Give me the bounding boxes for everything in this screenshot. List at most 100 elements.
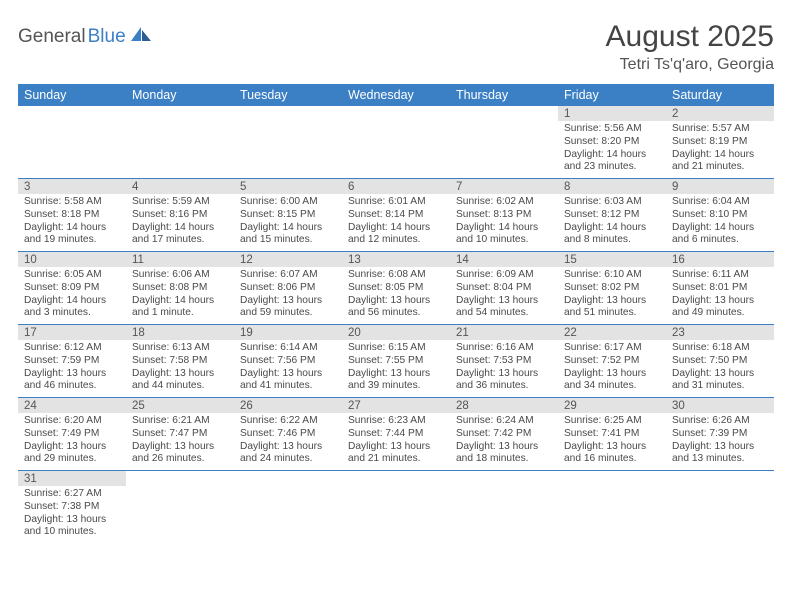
sunrise-line: Sunrise: 6:24 AM bbox=[456, 415, 552, 428]
daylight-line: Daylight: 13 hours and 41 minutes. bbox=[240, 368, 336, 394]
daylight-line: Daylight: 14 hours and 17 minutes. bbox=[132, 222, 228, 248]
daylight-line: Daylight: 13 hours and 31 minutes. bbox=[672, 368, 768, 394]
day-content-cell bbox=[666, 486, 774, 543]
week-daynum-row: 31 bbox=[18, 471, 774, 487]
daylight-line: Daylight: 13 hours and 10 minutes. bbox=[24, 514, 120, 540]
day-content-cell: Sunrise: 6:16 AMSunset: 7:53 PMDaylight:… bbox=[450, 340, 558, 398]
sunrise-line: Sunrise: 6:27 AM bbox=[24, 488, 120, 501]
day-number-cell: 25 bbox=[126, 398, 234, 414]
sunset-line: Sunset: 7:44 PM bbox=[348, 428, 444, 441]
day-content-cell: Sunrise: 6:27 AMSunset: 7:38 PMDaylight:… bbox=[18, 486, 126, 543]
sunset-line: Sunset: 7:53 PM bbox=[456, 355, 552, 368]
day-number-cell: 3 bbox=[18, 179, 126, 195]
sunset-line: Sunset: 7:56 PM bbox=[240, 355, 336, 368]
day-content-cell: Sunrise: 5:59 AMSunset: 8:16 PMDaylight:… bbox=[126, 194, 234, 252]
sunrise-line: Sunrise: 6:03 AM bbox=[564, 196, 660, 209]
day-content-cell: Sunrise: 6:18 AMSunset: 7:50 PMDaylight:… bbox=[666, 340, 774, 398]
daylight-line: Daylight: 13 hours and 29 minutes. bbox=[24, 441, 120, 467]
daylight-line: Daylight: 13 hours and 26 minutes. bbox=[132, 441, 228, 467]
day-number-cell bbox=[234, 471, 342, 487]
sunrise-line: Sunrise: 6:10 AM bbox=[564, 269, 660, 282]
day-content-cell: Sunrise: 5:57 AMSunset: 8:19 PMDaylight:… bbox=[666, 121, 774, 179]
day-content-cell: Sunrise: 6:10 AMSunset: 8:02 PMDaylight:… bbox=[558, 267, 666, 325]
day-number-cell: 26 bbox=[234, 398, 342, 414]
day-number-cell: 5 bbox=[234, 179, 342, 195]
day-number-cell: 13 bbox=[342, 252, 450, 268]
day-number-cell: 29 bbox=[558, 398, 666, 414]
sunset-line: Sunset: 7:50 PM bbox=[672, 355, 768, 368]
day-content-cell: Sunrise: 6:22 AMSunset: 7:46 PMDaylight:… bbox=[234, 413, 342, 471]
day-number-cell: 24 bbox=[18, 398, 126, 414]
day-content-cell bbox=[18, 121, 126, 179]
sunrise-line: Sunrise: 6:25 AM bbox=[564, 415, 660, 428]
day-number-cell: 1 bbox=[558, 106, 666, 121]
sunset-line: Sunset: 8:09 PM bbox=[24, 282, 120, 295]
sunset-line: Sunset: 7:41 PM bbox=[564, 428, 660, 441]
day-content-cell: Sunrise: 6:01 AMSunset: 8:14 PMDaylight:… bbox=[342, 194, 450, 252]
day-number-cell: 30 bbox=[666, 398, 774, 414]
day-number-cell: 18 bbox=[126, 325, 234, 341]
sunrise-line: Sunrise: 5:59 AM bbox=[132, 196, 228, 209]
sunrise-line: Sunrise: 6:12 AM bbox=[24, 342, 120, 355]
day-number-cell: 27 bbox=[342, 398, 450, 414]
day-number-cell: 14 bbox=[450, 252, 558, 268]
day-number-cell: 8 bbox=[558, 179, 666, 195]
day-content-cell: Sunrise: 6:14 AMSunset: 7:56 PMDaylight:… bbox=[234, 340, 342, 398]
month-title: August 2025 bbox=[606, 20, 774, 54]
sunset-line: Sunset: 7:38 PM bbox=[24, 501, 120, 514]
daylight-line: Daylight: 14 hours and 10 minutes. bbox=[456, 222, 552, 248]
sunset-line: Sunset: 8:02 PM bbox=[564, 282, 660, 295]
day-number-cell: 28 bbox=[450, 398, 558, 414]
daylight-line: Daylight: 14 hours and 6 minutes. bbox=[672, 222, 768, 248]
daylight-line: Daylight: 13 hours and 46 minutes. bbox=[24, 368, 120, 394]
day-number-cell: 16 bbox=[666, 252, 774, 268]
sunrise-line: Sunrise: 6:06 AM bbox=[132, 269, 228, 282]
day-content-cell: Sunrise: 6:04 AMSunset: 8:10 PMDaylight:… bbox=[666, 194, 774, 252]
daylight-line: Daylight: 13 hours and 54 minutes. bbox=[456, 295, 552, 321]
day-number-cell bbox=[18, 106, 126, 121]
day-content-cell: Sunrise: 6:12 AMSunset: 7:59 PMDaylight:… bbox=[18, 340, 126, 398]
week-daynum-row: 24252627282930 bbox=[18, 398, 774, 414]
week-content-row: Sunrise: 5:58 AMSunset: 8:18 PMDaylight:… bbox=[18, 194, 774, 252]
week-daynum-row: 3456789 bbox=[18, 179, 774, 195]
daylight-line: Daylight: 13 hours and 59 minutes. bbox=[240, 295, 336, 321]
sunset-line: Sunset: 8:14 PM bbox=[348, 209, 444, 222]
day-number-cell: 20 bbox=[342, 325, 450, 341]
day-number-cell bbox=[666, 471, 774, 487]
day-content-cell: Sunrise: 6:15 AMSunset: 7:55 PMDaylight:… bbox=[342, 340, 450, 398]
day-content-cell bbox=[342, 486, 450, 543]
day-content-cell: Sunrise: 6:25 AMSunset: 7:41 PMDaylight:… bbox=[558, 413, 666, 471]
sunrise-line: Sunrise: 6:07 AM bbox=[240, 269, 336, 282]
sunset-line: Sunset: 8:15 PM bbox=[240, 209, 336, 222]
daylight-line: Daylight: 13 hours and 49 minutes. bbox=[672, 295, 768, 321]
sunset-line: Sunset: 8:10 PM bbox=[672, 209, 768, 222]
logo-text-dark: General bbox=[18, 26, 86, 48]
day-number-cell: 10 bbox=[18, 252, 126, 268]
calendar-table: SundayMondayTuesdayWednesdayThursdayFrid… bbox=[18, 84, 774, 543]
sunrise-line: Sunrise: 6:13 AM bbox=[132, 342, 228, 355]
sunset-line: Sunset: 7:52 PM bbox=[564, 355, 660, 368]
sunrise-line: Sunrise: 6:09 AM bbox=[456, 269, 552, 282]
week-content-row: Sunrise: 6:12 AMSunset: 7:59 PMDaylight:… bbox=[18, 340, 774, 398]
sunset-line: Sunset: 8:16 PM bbox=[132, 209, 228, 222]
day-number-cell: 7 bbox=[450, 179, 558, 195]
sunset-line: Sunset: 8:18 PM bbox=[24, 209, 120, 222]
daylight-line: Daylight: 13 hours and 39 minutes. bbox=[348, 368, 444, 394]
day-header: Monday bbox=[126, 84, 234, 106]
sunrise-line: Sunrise: 6:08 AM bbox=[348, 269, 444, 282]
day-content-cell bbox=[234, 121, 342, 179]
day-number-cell bbox=[558, 471, 666, 487]
sunset-line: Sunset: 7:59 PM bbox=[24, 355, 120, 368]
day-number-cell: 6 bbox=[342, 179, 450, 195]
sunrise-line: Sunrise: 6:11 AM bbox=[672, 269, 768, 282]
sunrise-line: Sunrise: 6:21 AM bbox=[132, 415, 228, 428]
daylight-line: Daylight: 13 hours and 13 minutes. bbox=[672, 441, 768, 467]
day-number-cell: 31 bbox=[18, 471, 126, 487]
sunrise-line: Sunrise: 6:22 AM bbox=[240, 415, 336, 428]
sunrise-line: Sunrise: 6:01 AM bbox=[348, 196, 444, 209]
sunset-line: Sunset: 8:12 PM bbox=[564, 209, 660, 222]
week-content-row: Sunrise: 6:27 AMSunset: 7:38 PMDaylight:… bbox=[18, 486, 774, 543]
sunset-line: Sunset: 7:47 PM bbox=[132, 428, 228, 441]
day-content-cell bbox=[234, 486, 342, 543]
sunrise-line: Sunrise: 6:18 AM bbox=[672, 342, 768, 355]
